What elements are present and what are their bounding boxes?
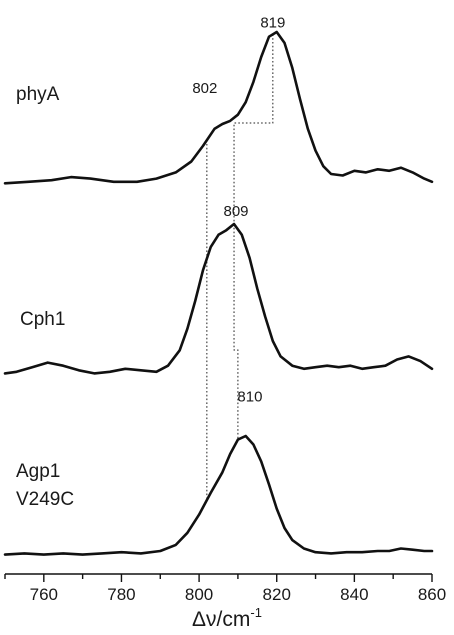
spectrum-2 (3, 434, 434, 556)
spectrum-curves (3, 30, 434, 556)
spectrum-1 (3, 222, 434, 375)
peak-labels: 819 802 809 810 (192, 15, 285, 406)
x-tick-label-860: 860 (418, 585, 446, 604)
series-label-1-0: Cph1 (20, 309, 65, 330)
peak-label-2-0: 810 (237, 389, 262, 406)
peak-label-1-0: 809 (224, 203, 249, 220)
x-axis-label-text: Δν/cm (192, 608, 250, 631)
peak-label-0-1: 802 (192, 80, 217, 97)
x-axis: 760 780 800 820 840 860 (4, 573, 446, 604)
peak-guide-lines (206, 34, 274, 501)
x-tick-label-780: 780 (107, 585, 135, 604)
x-axis-label-superscript: -1 (250, 605, 262, 620)
series-label-2-1: V249C (16, 489, 74, 510)
series-labels: phyA Cph1 Agp1 V249C (16, 84, 74, 510)
series-label-2-0: Agp1 (16, 461, 60, 482)
spectrum-0 (3, 30, 434, 185)
x-tick-label-800: 800 (185, 585, 213, 604)
series-label-0-0: phyA (16, 84, 60, 105)
peak-label-0-0: 819 (260, 15, 285, 32)
x-tick-label-840: 840 (340, 585, 368, 604)
x-axis-label: Δν/cm-1 (192, 605, 262, 631)
x-tick-label-820: 820 (263, 585, 291, 604)
guide-809-to-810 (233, 224, 239, 440)
x-tick-label-760: 760 (30, 585, 58, 604)
guide-819-to-809 (233, 34, 274, 224)
